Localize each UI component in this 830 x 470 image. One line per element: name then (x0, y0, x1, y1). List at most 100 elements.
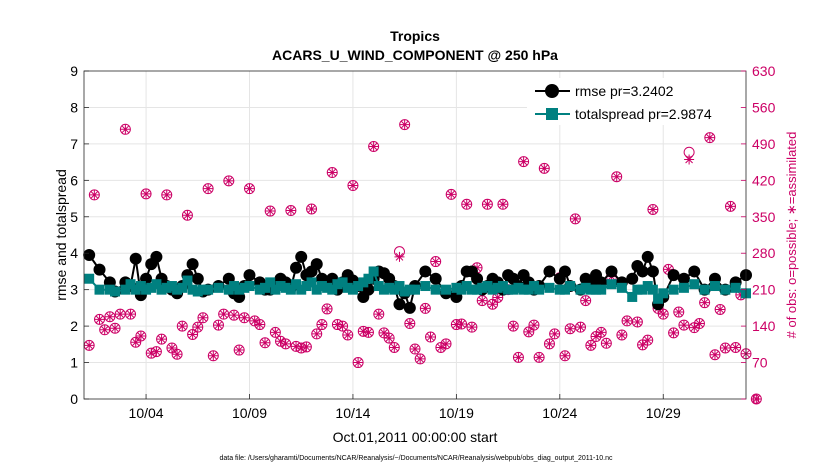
totalspread-point (528, 281, 539, 292)
obs-assimilated-point (420, 303, 431, 314)
obs-assimilated-point (725, 201, 736, 212)
obs-assimilated-point (270, 327, 281, 338)
totalspread-point (492, 282, 503, 293)
plot-frame (83, 70, 747, 400)
axis-ticks: 0 1 2 3 4 5 6 7 8 9 0 70 140 210 280 350 420 490 560 630 10/… (70, 63, 775, 421)
totalspread-point (301, 281, 312, 292)
obs-assimilated-point (311, 328, 322, 339)
obs-assimilated-point (234, 345, 245, 356)
totalspread-point (192, 286, 203, 297)
totalspread-point (296, 284, 307, 295)
obs-assimilated-point (632, 316, 643, 327)
y-tick-label-right: 280 (752, 245, 776, 261)
obs-assimilated-point (715, 304, 726, 315)
rmse-point (150, 250, 163, 263)
rmse-point (471, 272, 484, 285)
obs-assimilated-point (735, 289, 746, 300)
obs-assimilated-point (177, 321, 188, 332)
totalspread-point (265, 277, 276, 288)
totalspread-point (497, 281, 508, 292)
rmse-point (605, 265, 618, 278)
totalspread-point (156, 284, 167, 295)
obs-assimilated-point (84, 340, 95, 351)
obs-assimilated-point (585, 340, 596, 351)
y-axis-label-left: rmse and totalspread (53, 169, 69, 301)
totalspread-point (166, 281, 177, 292)
totalspread-point (616, 282, 627, 293)
totalspread-point (451, 282, 462, 293)
obs-assimilated-point (182, 210, 193, 221)
totalspread-point (135, 281, 146, 292)
totalspread-point (260, 282, 271, 293)
totalspread-point (720, 284, 731, 295)
obs-assimilated-point (151, 346, 162, 357)
legend-rmse-label: rmse pr=3.2402 (575, 83, 674, 99)
totalspread-point (730, 282, 741, 293)
obs-assimilated-point (332, 319, 343, 330)
obs-assimilated-point (637, 339, 648, 350)
totalspread-point (461, 281, 472, 292)
totalspread-point (580, 282, 591, 293)
totalspread-point (342, 282, 353, 293)
totalspread-point (477, 282, 488, 293)
totalspread-point (637, 284, 648, 295)
totalspread-point (203, 284, 214, 295)
rmse-point (243, 269, 256, 282)
y-tick-label-left: 5 (70, 209, 78, 225)
totalspread-point (104, 284, 115, 295)
y-tick-label-left: 8 (70, 99, 78, 115)
totalspread-point (596, 284, 607, 295)
totalspread-point (234, 284, 245, 295)
totalspread-marks (84, 266, 751, 304)
obs-assimilated-point (523, 326, 534, 337)
totalspread-point (404, 284, 415, 295)
obs-assimilated-point (239, 312, 250, 323)
totalspread-point (311, 284, 322, 295)
obs-assimilated-point (115, 309, 126, 320)
obs-assimilated-point (487, 299, 498, 310)
obs-assimilated-point (378, 327, 389, 338)
obs-assimilated-point (642, 335, 653, 346)
obs-assimilated-point (461, 199, 472, 210)
obs-assimilated-point (663, 264, 674, 275)
chart-subtitle: ACARS_U_WIND_COMPONENT @ 250 hPa (272, 47, 558, 63)
totalspread-point (177, 282, 188, 293)
totalspread-point (410, 284, 420, 295)
totalspread-point (658, 288, 669, 299)
rmse-point (677, 272, 690, 285)
obs-assimilated-point (709, 349, 720, 360)
x-tick-label: 10/14 (335, 405, 370, 421)
obs-assimilated-point (120, 124, 131, 135)
totalspread-point (280, 282, 291, 293)
obs-assimilated-point (384, 333, 395, 344)
obs-assimilated-point (730, 342, 741, 353)
obs-assimilated-point (658, 309, 669, 320)
y-tick-label-left: 4 (70, 245, 78, 261)
rmse-point (626, 272, 639, 285)
totalspread-point (565, 281, 576, 292)
obs-assimilated-point (89, 189, 100, 200)
rmse-point (543, 265, 556, 278)
totalspread-point (585, 284, 596, 295)
totalspread-point (197, 284, 208, 295)
obs-assimilated-point (130, 337, 141, 348)
obs-assimilated-point (451, 319, 462, 330)
y-tick-label-right: 70 (752, 355, 768, 371)
rmse-point (186, 258, 199, 271)
totalspread-point (223, 284, 234, 295)
totalspread-point (389, 284, 400, 295)
obs-marks (83, 119, 762, 405)
totalspread-point (306, 277, 317, 288)
totalspread-point (187, 284, 198, 295)
totalspread-point (378, 284, 389, 295)
totalspread-point (456, 284, 467, 295)
obs-assimilated-point (513, 352, 524, 363)
totalspread-point (632, 284, 643, 295)
obs-assimilated-point (534, 352, 545, 363)
totalspread-point (399, 286, 410, 297)
obs-assimilated-point (472, 262, 483, 273)
obs-assimilated-point (596, 327, 607, 338)
obs-assimilated-point (668, 327, 679, 338)
obs-assimilated-point (399, 119, 410, 130)
